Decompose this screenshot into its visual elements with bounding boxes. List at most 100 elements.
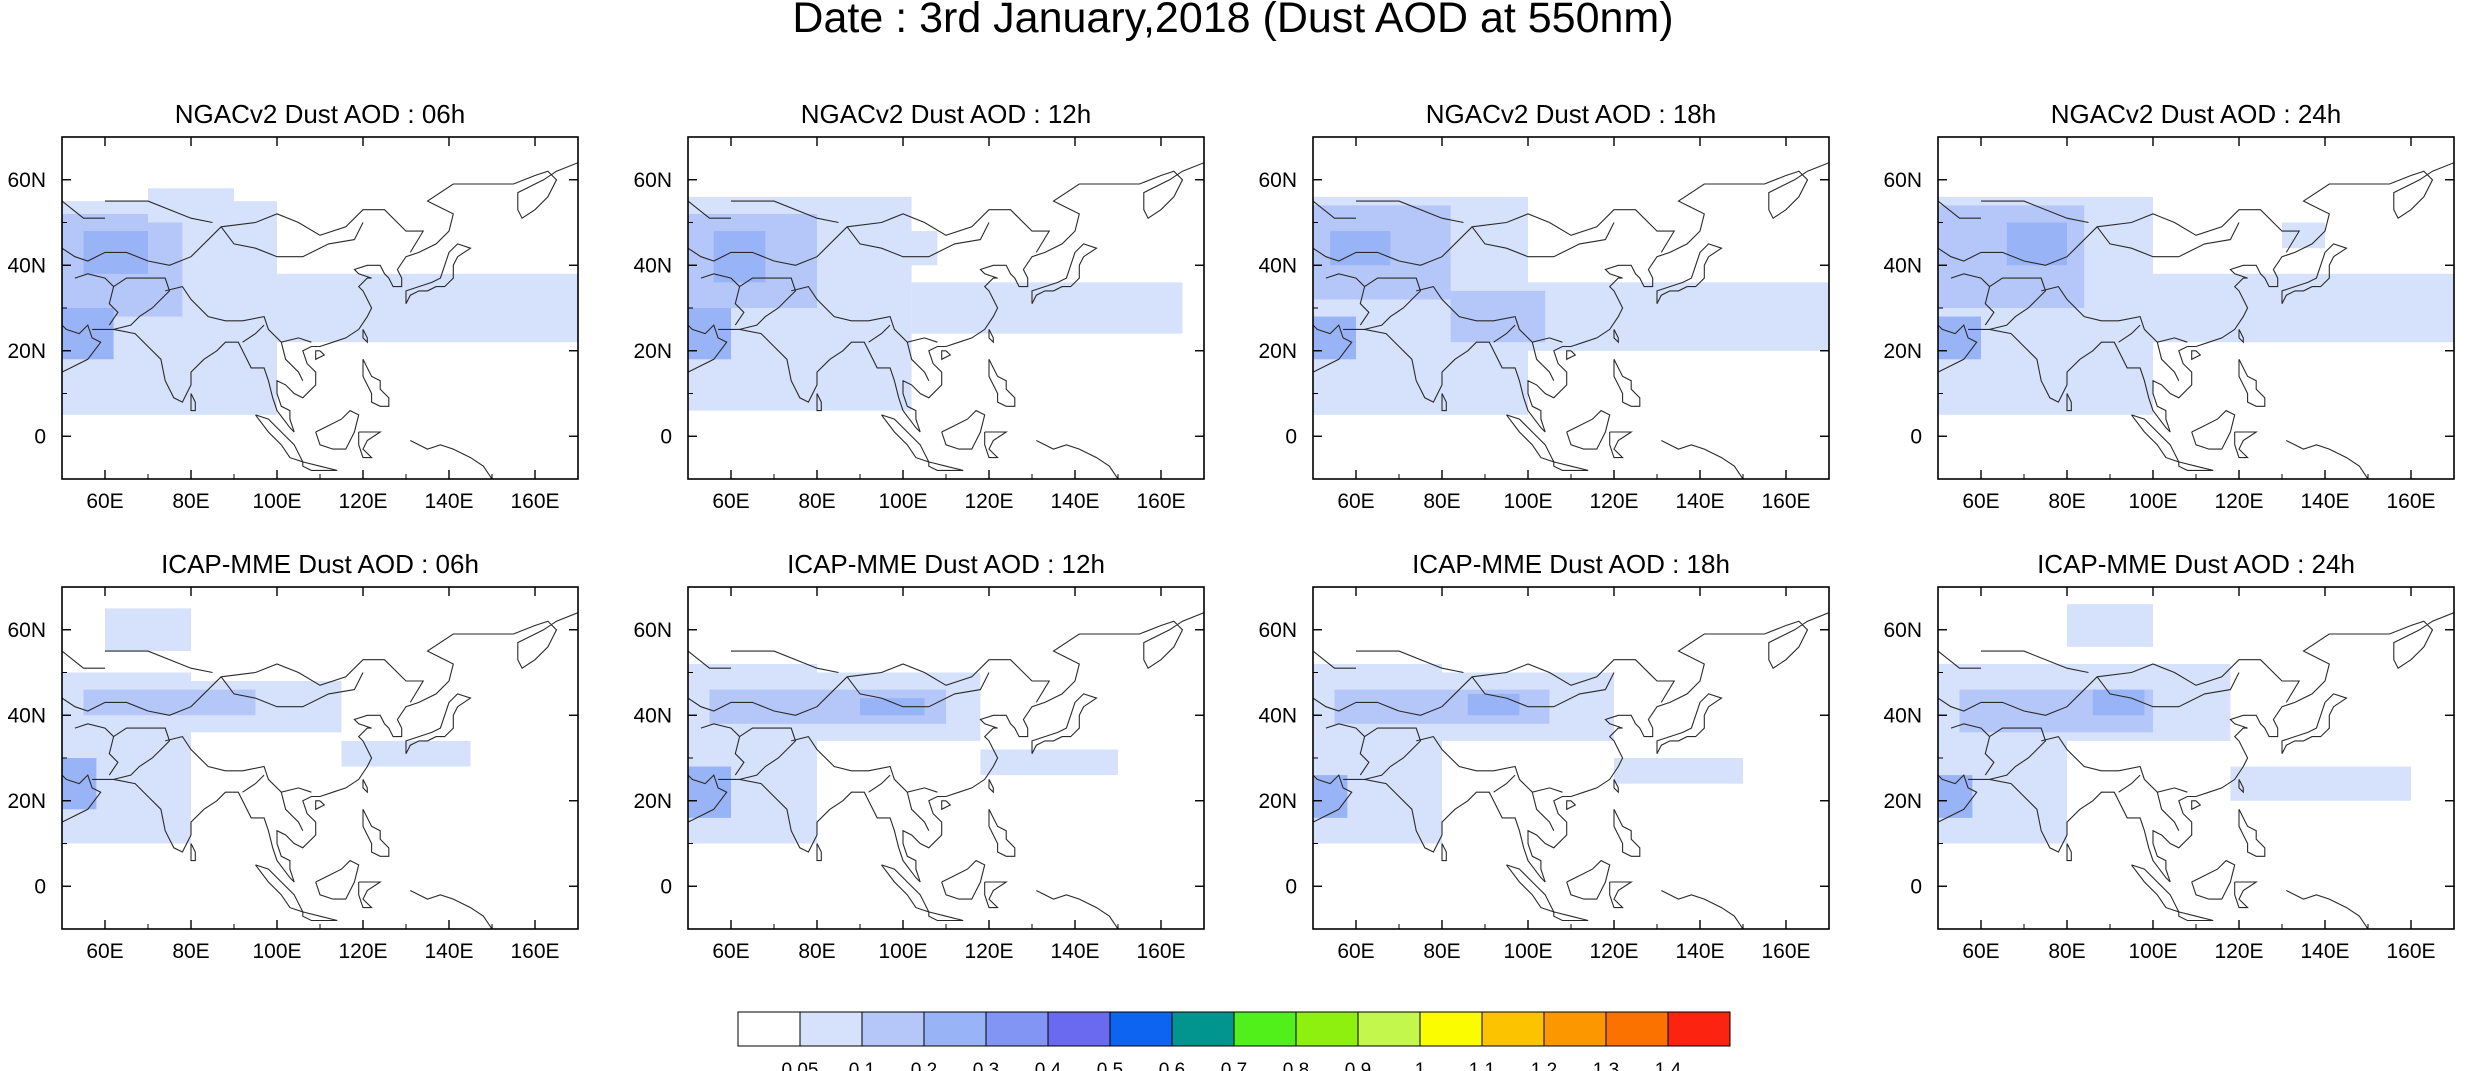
colorbar-swatch — [985, 1011, 1049, 1047]
coastline — [1416, 735, 1563, 793]
coastline — [2066, 843, 2072, 862]
coastline — [2238, 359, 2266, 407]
lat-tick-label: 0 — [1910, 425, 1922, 448]
coastline — [1325, 273, 1370, 326]
coastline — [941, 800, 952, 811]
coastline — [1657, 928, 1713, 929]
colorbar-swatch — [1233, 1011, 1297, 1047]
coastline — [2282, 928, 2338, 929]
coastline — [2191, 350, 2202, 361]
colorbar-label: 0.5 — [1097, 1060, 1123, 1071]
lon-tick-label: 100E — [1503, 940, 1552, 963]
coastline — [2041, 735, 2188, 793]
dust-field — [1614, 758, 1743, 784]
coastline — [1989, 277, 2047, 330]
coastline — [816, 843, 822, 862]
dust-field — [1938, 775, 1973, 818]
panel-title: NGACv2 Dust AOD : 06h — [175, 99, 465, 129]
coastline — [302, 461, 338, 471]
colorbar-swatch — [1357, 1011, 1421, 1047]
dust-field — [851, 231, 938, 266]
lon-tick-label: 100E — [878, 490, 927, 513]
coastline — [1661, 440, 1744, 479]
coastline — [1531, 792, 1555, 831]
map-panel: ICAP-MME Dust AOD : 12h 60E 80E 100E 120E 140… — [633, 549, 1205, 963]
panel-title: NGACv2 Dust AOD : 12h — [801, 99, 1091, 129]
colorbar-swatch — [1295, 1011, 1359, 1047]
coastline — [1313, 659, 1676, 716]
coastline — [2178, 461, 2214, 471]
coastline — [1566, 409, 1611, 450]
lon-tick-label: 60E — [1962, 490, 1999, 513]
coastline — [1343, 612, 1829, 883]
coastline — [688, 308, 728, 373]
coastline — [220, 222, 364, 258]
coastline — [2238, 809, 2266, 857]
colorbar-label: 0.05 — [782, 1060, 819, 1071]
coastline — [405, 693, 472, 754]
coastline — [1566, 800, 1577, 811]
coastline — [2234, 431, 2259, 459]
coastline — [1031, 243, 1098, 304]
coastline — [1656, 693, 1723, 754]
coastline — [1313, 308, 1353, 373]
coastline — [1656, 243, 1723, 304]
coastline — [868, 324, 891, 343]
coastline — [1441, 393, 1447, 412]
coastline — [315, 409, 360, 450]
coastline — [1968, 612, 2454, 883]
colorbar-swatch — [799, 1011, 863, 1047]
coastline — [2191, 409, 2236, 450]
lon-tick-label: 160E — [1761, 490, 1810, 513]
coastline — [105, 650, 213, 674]
colorbar-swatch — [1047, 1011, 1111, 1047]
coastline — [405, 243, 472, 304]
coastline — [1313, 758, 1353, 823]
coastline — [242, 324, 265, 343]
coastline — [1471, 222, 1615, 258]
dust-field — [2230, 766, 2411, 801]
coastline — [906, 342, 930, 381]
coastline — [2191, 800, 2202, 811]
colorbar-label: 0.9 — [1345, 1060, 1371, 1071]
lat-tick-label: 0 — [34, 875, 46, 898]
map-panel: ICAP-MME Dust AOD : 18h 60E 80E 100E 120E 140… — [1258, 549, 1830, 963]
lon-tick-label: 80E — [1423, 490, 1460, 513]
coastline — [1657, 478, 1713, 479]
coastline — [1032, 478, 1088, 479]
coastline — [941, 350, 952, 361]
lon-tick-label: 60E — [1337, 490, 1374, 513]
lon-tick-label: 120E — [338, 940, 387, 963]
coastline — [1364, 727, 1422, 780]
coastline — [165, 285, 312, 343]
lat-tick-label: 40N — [1258, 254, 1297, 277]
colorbar-label: 1 — [1415, 1060, 1426, 1071]
lon-tick-label: 160E — [2386, 940, 2435, 963]
colorbar-swatch — [861, 1011, 925, 1047]
coastline — [731, 650, 839, 674]
coastline — [74, 723, 119, 776]
lon-tick-label: 80E — [798, 490, 835, 513]
lat-tick-label: 40N — [1883, 704, 1922, 727]
lat-tick-label: 0 — [660, 875, 672, 898]
coastline — [1981, 200, 2089, 224]
lon-tick-label: 100E — [1503, 490, 1552, 513]
colorbar-label: 0.1 — [849, 1060, 875, 1071]
coastline — [1938, 308, 1978, 373]
coastline — [242, 774, 265, 793]
coastline — [2096, 222, 2240, 258]
coastline — [988, 359, 1016, 407]
panel-title: NGACv2 Dust AOD : 24h — [2051, 99, 2341, 129]
lat-tick-label: 60N — [7, 619, 46, 642]
map-area — [62, 587, 578, 929]
lon-tick-label: 120E — [2214, 940, 2263, 963]
lat-tick-label: 0 — [1285, 425, 1297, 448]
dust-field — [105, 608, 191, 652]
coastline — [1938, 200, 1981, 219]
map-area — [62, 137, 578, 479]
coastline — [731, 200, 839, 224]
colorbar-swatch — [1543, 1011, 1607, 1047]
lat-tick-label: 20N — [1883, 340, 1922, 363]
coastline — [1613, 809, 1641, 857]
coastline — [688, 758, 728, 823]
